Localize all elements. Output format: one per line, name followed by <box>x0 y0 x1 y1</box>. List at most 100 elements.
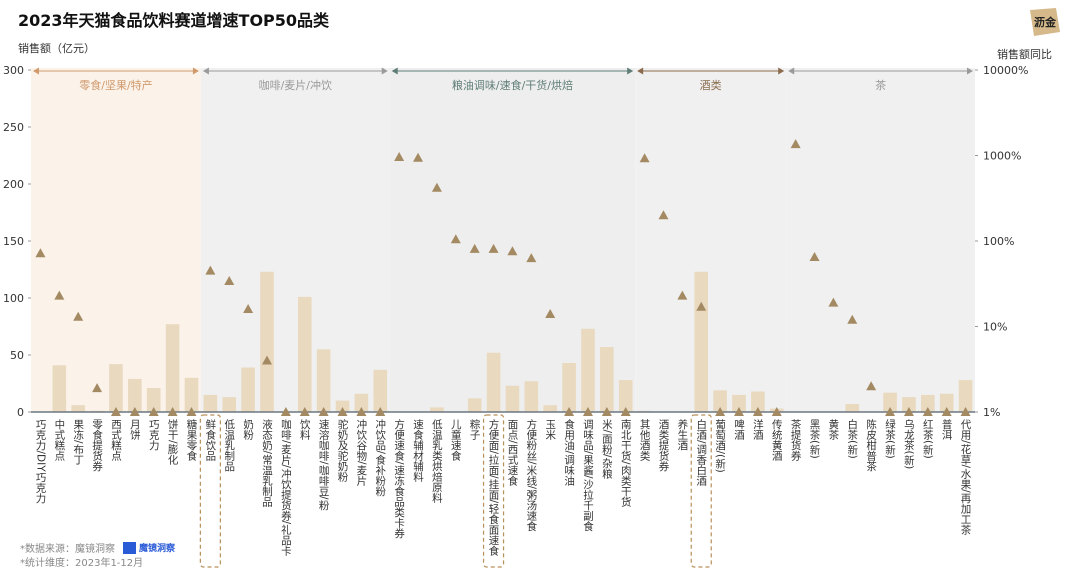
x-tick-label: 中式糕点 <box>53 418 65 462</box>
x-tick-label: 传统黄酒 <box>771 419 783 462</box>
x-tick-label: 面点/西式速食 <box>506 419 518 486</box>
growth-marker <box>545 309 556 319</box>
growth-marker <box>431 182 442 192</box>
growth-marker <box>450 234 461 244</box>
growth-marker <box>356 407 367 416</box>
chart-title: 2023年天猫食品饮料赛道增速TOP50品类 <box>18 11 330 30</box>
growth-marker <box>696 301 707 311</box>
x-tick-label: 巧克力 <box>148 419 160 451</box>
x-tick-label: 低温乳类烘焙原料 <box>431 418 443 504</box>
group-band <box>786 68 975 412</box>
growth-marker <box>73 311 84 321</box>
highlight-box <box>690 414 712 568</box>
growth-marker <box>488 243 499 253</box>
group-label: 零食/坚果/特产 <box>79 78 152 92</box>
x-tick-label: 乌龙茶(新) <box>903 418 915 469</box>
x-tick-label: 茶提货券 <box>790 418 802 462</box>
x-tick-label: 代用/花草/水果/再加工茶 <box>960 419 972 535</box>
bar <box>732 394 746 412</box>
growth-marker <box>847 314 858 324</box>
growth-marker <box>620 407 631 416</box>
y2-tick-label: 100% <box>983 235 1014 248</box>
bar <box>184 377 199 412</box>
growth-marker <box>262 355 272 365</box>
x-tick-label: 液态奶/常温乳制品 <box>261 418 273 507</box>
bar <box>260 271 274 412</box>
bar <box>524 381 539 412</box>
x-tick-label: 白茶(新) <box>846 418 858 458</box>
bar <box>297 296 312 412</box>
group-band <box>200 68 390 412</box>
bar <box>222 397 237 412</box>
x-tick-label: 养生酒 <box>676 418 688 451</box>
x-tick-label: 速溶咖啡/咖啡豆/粉 <box>318 419 330 511</box>
bar <box>939 393 954 412</box>
bar <box>845 404 860 412</box>
x-tick-label: 儿童速食 <box>450 419 462 462</box>
x-tick-label: 啤酒 <box>733 419 745 441</box>
growth-marker <box>299 407 310 416</box>
x-tick-label: 月饼 <box>129 419 141 441</box>
x-tick-label: 冲饮品/食补粉粉 <box>374 418 386 497</box>
growth-marker <box>809 251 820 261</box>
note: *数据来源：魔镜洞察 <box>20 542 115 555</box>
y2-tick-label: 10000% <box>983 64 1028 77</box>
group-label: 酒类 <box>700 78 722 92</box>
source-logo-icon <box>123 542 136 554</box>
bar <box>467 398 482 412</box>
growth-marker <box>790 139 801 149</box>
bar <box>618 380 633 412</box>
bar <box>543 405 557 412</box>
growth-marker <box>375 407 386 416</box>
bar <box>486 352 501 412</box>
x-tick-label: 绿茶(新) <box>884 418 896 458</box>
x-tick-label: 粽子 <box>469 418 481 440</box>
logo: 沥金 <box>1030 8 1060 36</box>
x-tick-label: 方便面/拉面/挂面/轻食面速食 <box>488 418 500 556</box>
growth-marker <box>167 407 178 416</box>
growth-marker <box>205 265 216 275</box>
growth-marker <box>885 407 896 416</box>
growth-marker <box>280 407 291 416</box>
logo-text: 沥金 <box>1034 15 1057 29</box>
y2-tick-label: 1000% <box>983 150 1021 163</box>
x-tick-label: 零食提货券 <box>91 419 103 472</box>
highlight-box <box>199 414 221 568</box>
source-logo: 魔镜洞察 <box>138 542 176 554</box>
x-tick-label: 糖果零食 <box>185 418 197 462</box>
x-tick-label: 方便速食/速冻食品类卡券 <box>393 418 405 539</box>
group-band <box>635 68 787 412</box>
x-tick-label: 黑茶(新) <box>809 419 821 459</box>
x-tick-label: 饮料 <box>299 418 311 441</box>
bar <box>52 365 67 412</box>
bar <box>335 400 350 412</box>
bar <box>581 328 595 412</box>
x-tick-label: 速食辅材辅料 <box>412 419 424 483</box>
bar <box>354 393 369 412</box>
bar <box>600 347 614 412</box>
x-tick-label: 鲜食饮品 <box>204 418 216 462</box>
x-tick-label: 咖啡/麦片/冲饮提货券/礼品卡 <box>280 419 292 556</box>
x-tick-label: 奶粉 <box>242 419 254 441</box>
x-tick-label: 西式糕点 <box>110 419 122 462</box>
y2-axis-label: 销售额同比 <box>997 47 1052 61</box>
group-label: 咖啡/麦片/冲饮 <box>259 78 332 92</box>
bar <box>505 385 520 412</box>
x-tick-label: 方便粉丝/米线/粥汤速食 <box>525 418 537 532</box>
y2-tick-label: 1% <box>983 406 1000 419</box>
x-tick-label: 巧克力/DIY巧克力 <box>34 419 46 504</box>
x-tick-label: 陈皮柑普茶 <box>865 418 877 471</box>
bar <box>146 388 161 412</box>
growth-marker <box>903 407 914 416</box>
group-label: 粮油调味/速食/干货/烘焙 <box>452 78 573 92</box>
x-tick-label: 食用油/调味油 <box>563 418 575 485</box>
growth-marker <box>582 407 593 416</box>
y-axis-label: 销售额（亿元） <box>18 41 95 55</box>
y-tick-label: 50 <box>10 349 24 362</box>
bar <box>128 378 142 412</box>
growth-marker <box>243 304 254 314</box>
growth-marker <box>960 407 971 416</box>
growth-marker <box>92 383 103 393</box>
bar <box>921 394 935 412</box>
